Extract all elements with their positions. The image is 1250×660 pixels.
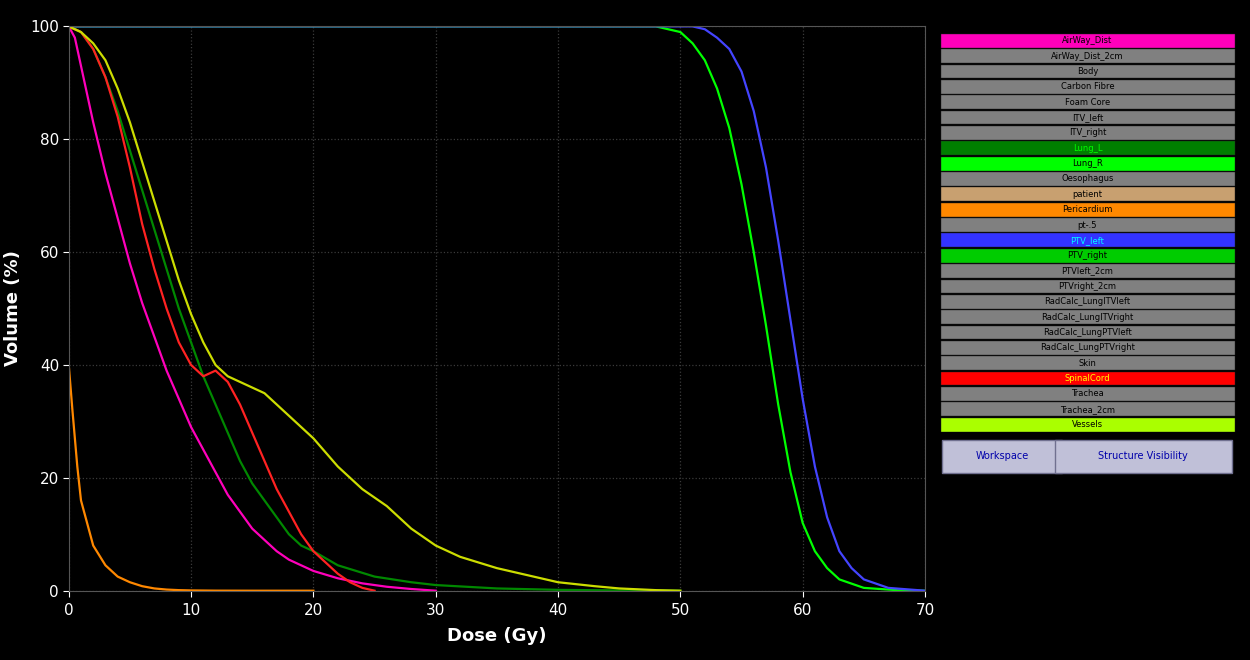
Text: Structure Visibility: Structure Visibility xyxy=(1099,451,1188,461)
Text: SpinalCord: SpinalCord xyxy=(1065,374,1110,383)
Bar xyxy=(940,65,1235,79)
Text: Skin: Skin xyxy=(1079,359,1096,368)
FancyBboxPatch shape xyxy=(942,440,1062,473)
Bar xyxy=(940,280,1235,293)
Bar xyxy=(940,187,1235,201)
Text: Trachea: Trachea xyxy=(1071,389,1104,399)
Text: RadCalc_LungITVright: RadCalc_LungITVright xyxy=(1041,313,1134,321)
Bar xyxy=(940,264,1235,278)
Text: Oesophagus: Oesophagus xyxy=(1061,174,1114,183)
Text: Structure: Structure xyxy=(1056,20,1119,34)
Bar xyxy=(940,156,1235,170)
Text: patient: patient xyxy=(1072,190,1102,199)
Bar xyxy=(940,372,1235,385)
FancyBboxPatch shape xyxy=(1055,440,1231,473)
Bar xyxy=(940,80,1235,94)
Text: Workspace: Workspace xyxy=(975,451,1029,461)
Bar xyxy=(940,141,1235,155)
Text: Lung_L: Lung_L xyxy=(1072,144,1102,152)
Text: RadCalc_LungPTVright: RadCalc_LungPTVright xyxy=(1040,343,1135,352)
Text: PTVright_2cm: PTVright_2cm xyxy=(1059,282,1116,291)
Bar xyxy=(940,418,1235,432)
Text: PTV_right: PTV_right xyxy=(1068,251,1108,260)
Bar xyxy=(940,387,1235,401)
Bar xyxy=(940,249,1235,263)
Text: RadCalc_LungITVleft: RadCalc_LungITVleft xyxy=(1045,297,1130,306)
X-axis label: Dose (Gy): Dose (Gy) xyxy=(448,626,546,645)
Text: ITV_right: ITV_right xyxy=(1069,129,1106,137)
Text: PTVleft_2cm: PTVleft_2cm xyxy=(1061,267,1114,276)
Text: AirWay_Dist_2cm: AirWay_Dist_2cm xyxy=(1051,51,1124,61)
Bar xyxy=(940,218,1235,232)
Bar xyxy=(940,95,1235,109)
Text: Carbon Fibre: Carbon Fibre xyxy=(1061,82,1114,91)
Text: Trachea_2cm: Trachea_2cm xyxy=(1060,405,1115,414)
Bar xyxy=(940,356,1235,370)
Bar xyxy=(940,203,1235,216)
Bar xyxy=(940,126,1235,140)
Bar xyxy=(940,34,1235,48)
Bar xyxy=(940,234,1235,248)
Text: AirWay_Dist: AirWay_Dist xyxy=(1062,36,1112,46)
Text: PTV_left: PTV_left xyxy=(1070,236,1105,245)
Text: pt-.5: pt-.5 xyxy=(1078,220,1098,230)
Text: Body: Body xyxy=(1076,67,1099,76)
Bar xyxy=(940,310,1235,324)
Text: Foam Core: Foam Core xyxy=(1065,98,1110,107)
Text: Pericardium: Pericardium xyxy=(1062,205,1112,214)
Text: ITV_left: ITV_left xyxy=(1072,113,1104,122)
Text: Vessels: Vessels xyxy=(1072,420,1102,429)
Bar xyxy=(940,403,1235,416)
Bar xyxy=(940,295,1235,309)
Text: RadCalc_LungPTVleft: RadCalc_LungPTVleft xyxy=(1042,328,1132,337)
Bar xyxy=(940,172,1235,186)
Bar xyxy=(940,341,1235,355)
Bar xyxy=(940,50,1235,63)
Text: Lung_R: Lung_R xyxy=(1072,159,1102,168)
Bar xyxy=(940,325,1235,339)
Y-axis label: Volume (%): Volume (%) xyxy=(4,251,21,366)
Bar xyxy=(940,111,1235,125)
